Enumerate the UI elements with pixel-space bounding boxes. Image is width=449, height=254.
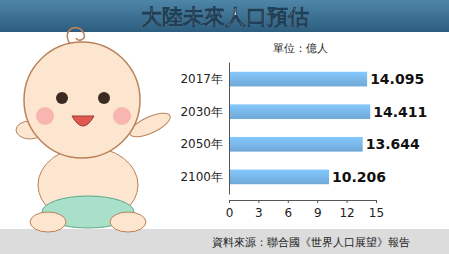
source-strip xyxy=(0,229,449,254)
y-tick: 2017年 xyxy=(180,72,229,86)
baby-foot xyxy=(30,212,66,232)
bar xyxy=(229,72,367,87)
background xyxy=(0,0,449,254)
y-tick: 2050年 xyxy=(180,137,229,151)
x-tick-mark xyxy=(258,200,259,203)
bar xyxy=(229,137,363,152)
x-tick: 9 xyxy=(314,200,322,220)
category-label: 2030年 xyxy=(180,105,223,119)
x-tick-mark xyxy=(288,200,289,203)
unit-label: 單位：億人 xyxy=(273,42,328,55)
chart: 大陸未來人口預估資料來源：聯合國《世界人口展望》報告單位：億人14.09514.… xyxy=(0,0,449,254)
y-axis: 2017年 2030年 2050年 2100年 xyxy=(180,63,229,195)
bar xyxy=(229,104,370,119)
data-label: 10.206 xyxy=(332,169,386,185)
x-tick-mark xyxy=(347,200,348,203)
y-tick: 2100年 xyxy=(180,170,229,184)
baby-head xyxy=(24,42,140,158)
baby-blush xyxy=(113,107,131,125)
x-tick-label: 0 xyxy=(226,206,234,220)
x-axis-line xyxy=(230,201,377,204)
x-tick: 12 xyxy=(339,200,354,220)
data-label: 13.644 xyxy=(366,136,420,152)
bar xyxy=(229,170,329,185)
baby-foot xyxy=(110,212,146,232)
category-label: 2100年 xyxy=(180,170,223,184)
x-tick-mark xyxy=(229,200,230,203)
title-banner xyxy=(0,0,449,32)
x-tick-mark xyxy=(317,200,318,203)
x-tick-label: 6 xyxy=(284,206,292,220)
category-label: 2050年 xyxy=(180,137,223,151)
data-label: 14.411 xyxy=(373,104,427,120)
baby-mouth xyxy=(72,116,94,126)
x-tick: 15 xyxy=(369,200,384,220)
title: 大陸未來人口預估 xyxy=(141,5,309,29)
x-tick-label: 9 xyxy=(314,206,322,220)
category-label: 2017年 xyxy=(180,72,223,86)
x-tick: 0 xyxy=(226,200,234,220)
x-tick-mark xyxy=(376,200,377,203)
baby-eye xyxy=(56,92,68,104)
plot-area xyxy=(229,72,370,184)
baby-eye xyxy=(98,92,110,104)
baby-illustration xyxy=(16,28,173,232)
x-tick: 6 xyxy=(284,200,292,220)
source-note: 資料來源：聯合國《世界人口展望》報告 xyxy=(212,236,410,249)
x-tick-label: 15 xyxy=(369,206,384,220)
y-tick: 2030年 xyxy=(180,105,229,119)
x-tick-label: 3 xyxy=(255,206,263,220)
baby-blush xyxy=(36,107,54,125)
x-tick: 3 xyxy=(255,200,263,220)
x-axis: 0 3 6 9 12 15 xyxy=(226,200,384,220)
x-tick-label: 12 xyxy=(339,206,354,220)
data-labels: 14.095 14.411 13.644 10.206 xyxy=(332,71,427,185)
baby-hair xyxy=(67,28,84,44)
y-axis-line xyxy=(229,63,230,195)
data-label: 14.095 xyxy=(370,71,424,87)
